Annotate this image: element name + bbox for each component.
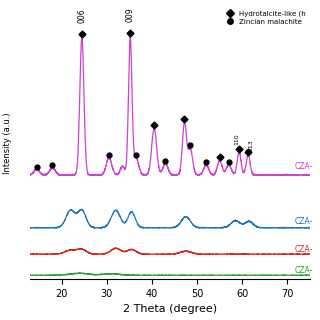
- Text: CZA-: CZA-: [294, 245, 313, 254]
- Text: 110: 110: [234, 134, 239, 145]
- Text: 009: 009: [126, 7, 135, 22]
- Text: 006: 006: [77, 8, 86, 23]
- Legend: Hydrotalcite-like (h, Zincian malachite: Hydrotalcite-like (h, Zincian malachite: [222, 10, 307, 25]
- Text: CZA-: CZA-: [294, 218, 313, 227]
- Text: Intensity (a.u.): Intensity (a.u.): [3, 112, 12, 173]
- Text: CZA-: CZA-: [294, 162, 313, 171]
- Text: 113: 113: [248, 139, 253, 151]
- X-axis label: 2 Theta (degree): 2 Theta (degree): [123, 304, 217, 315]
- Text: CZA-: CZA-: [294, 266, 313, 275]
